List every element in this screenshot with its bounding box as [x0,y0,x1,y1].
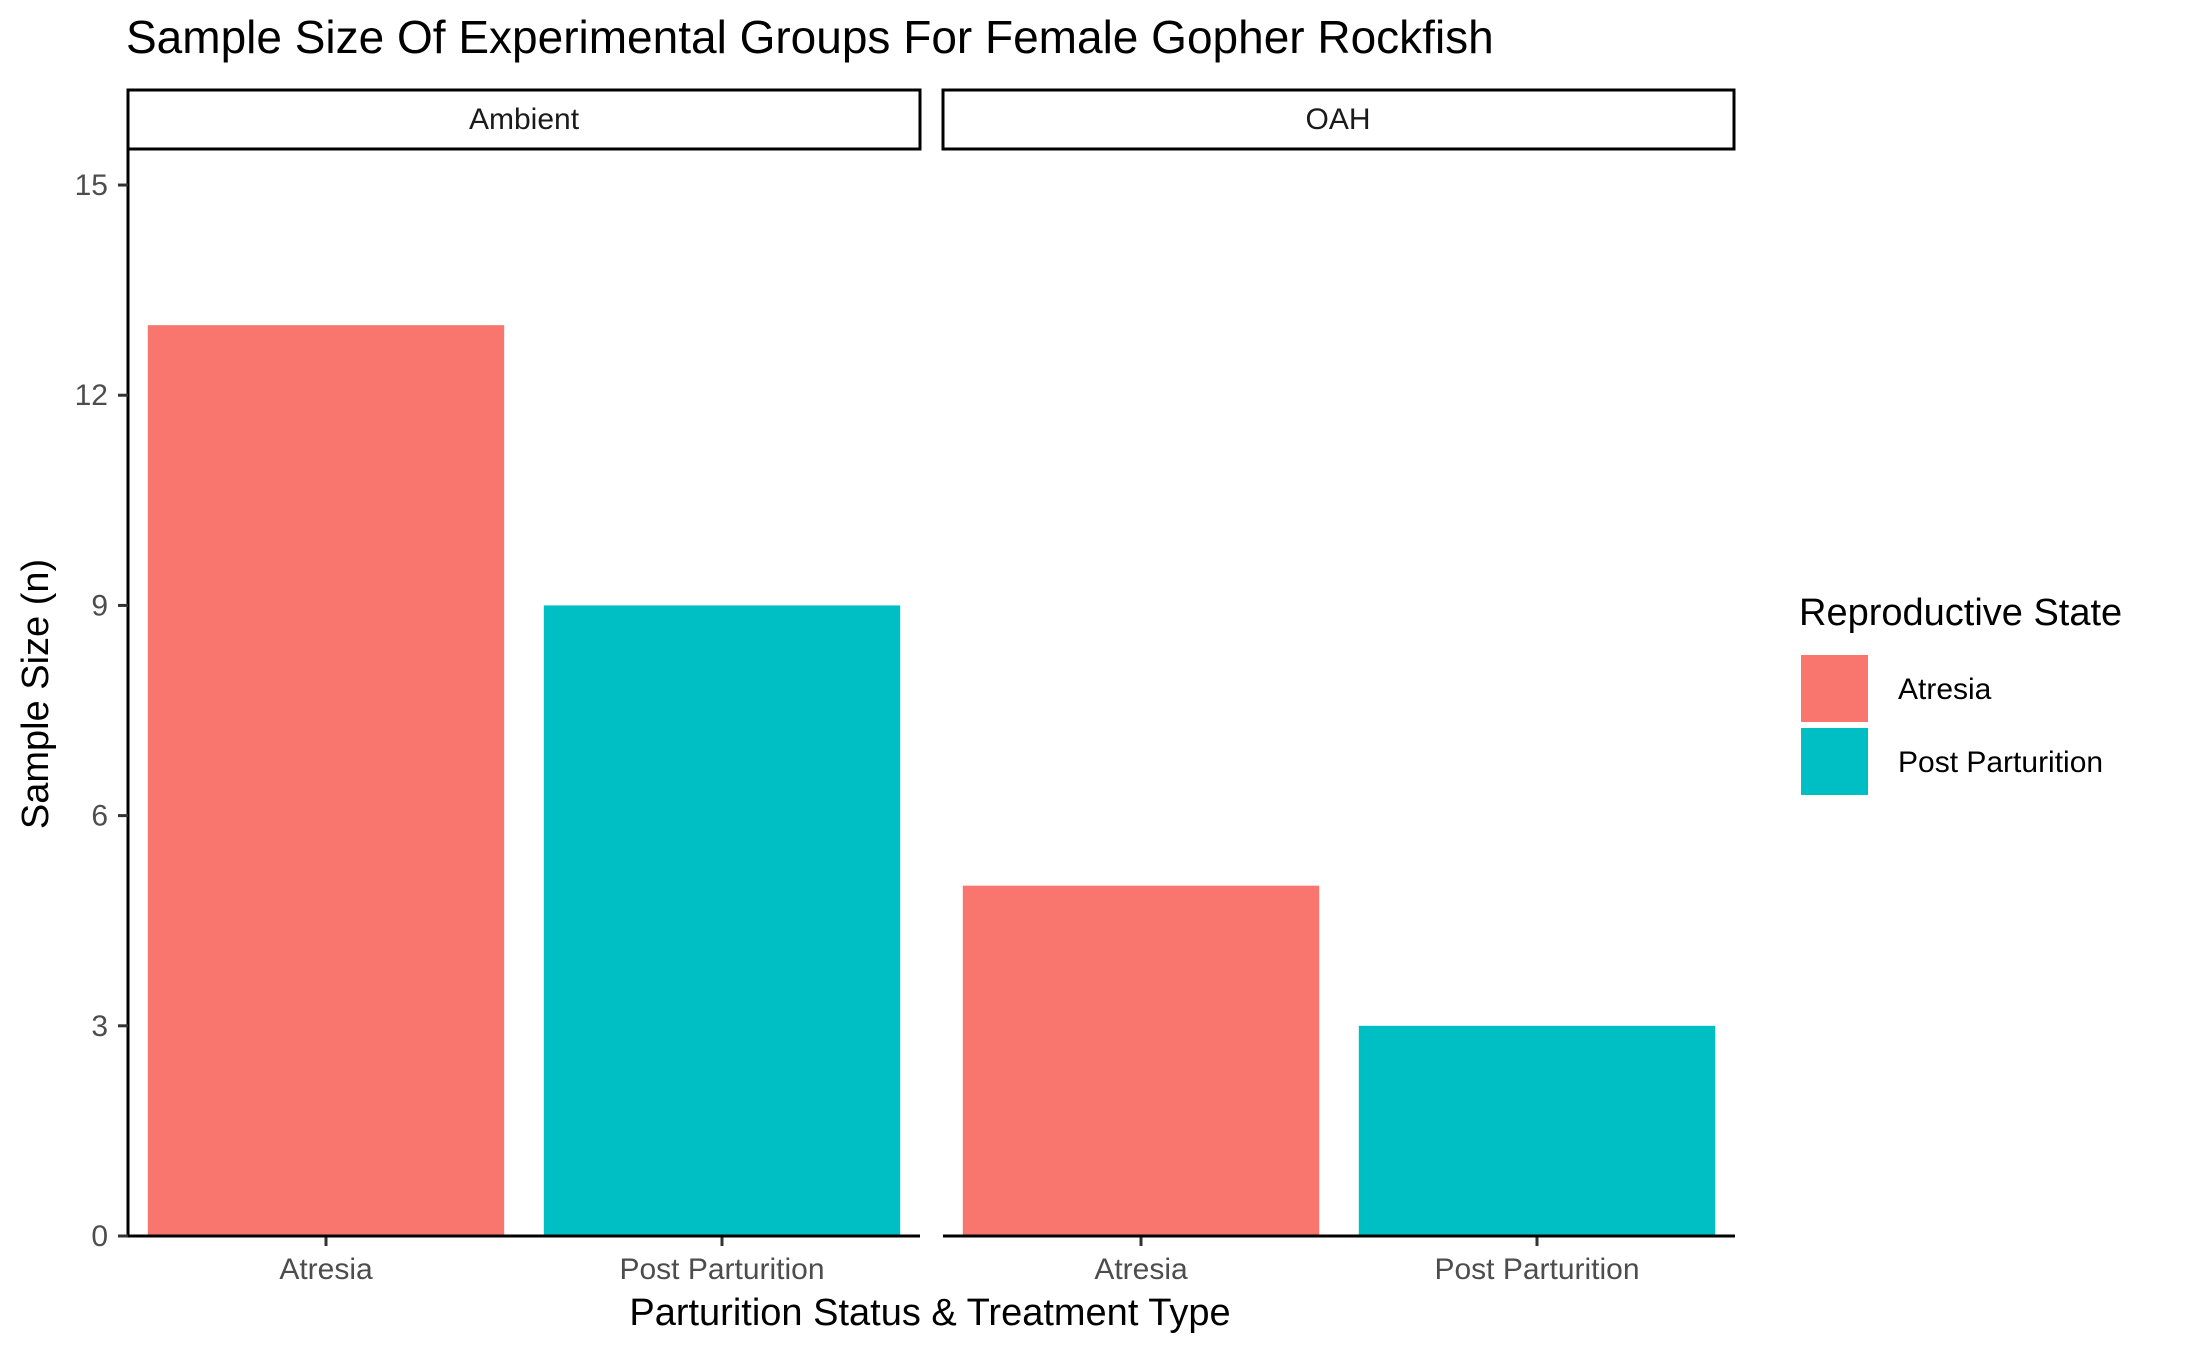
y-axis-title: Sample Size (n) [15,559,57,829]
y-tick-label: 3 [91,1010,108,1043]
x-axis-title: Parturition Status & Treatment Type [629,1292,1230,1334]
legend: Reproductive State Atresia Post Parturiti… [1799,592,2122,795]
facet-label-ambient: Ambient [469,103,580,136]
panel-oah: Atresia Post Parturition [943,885,1735,1286]
bar-ambient-post-parturition [543,605,901,1236]
chart-title: Sample Size Of Experimental Groups For F… [126,11,1494,63]
x-tick-label: Atresia [1094,1253,1188,1286]
panels: Atresia Post Parturition Atresia Post Partu… [128,325,1735,1286]
legend-title: Reproductive State [1799,592,2122,634]
y-axis: 0 3 6 9 12 15 [75,150,130,1253]
legend-key-post-parturition [1801,728,1868,795]
x-tick-label: Atresia [279,1253,373,1286]
y-tick-label: 9 [91,589,108,622]
bar-oah-atresia [962,885,1320,1236]
y-tick-label: 12 [75,379,108,412]
x-tick-label: Post Parturition [1434,1253,1639,1286]
facet-label-oah: OAH [1305,103,1370,136]
y-tick-label: 0 [91,1220,108,1253]
facet-strip-oah: OAH [941,88,1736,151]
legend-label: Atresia [1898,673,1992,706]
y-tick-label: 6 [91,800,108,833]
panel-ambient: Atresia Post Parturition [128,325,920,1286]
legend-label: Post Parturition [1898,746,2103,779]
bar-ambient-atresia [147,325,505,1237]
legend-key-atresia [1801,655,1868,722]
bar-oah-post-parturition [1358,1025,1716,1236]
y-tick-label: 15 [75,169,108,202]
x-tick-label: Post Parturition [619,1253,824,1286]
facet-strip-ambient: Ambient [126,88,922,151]
